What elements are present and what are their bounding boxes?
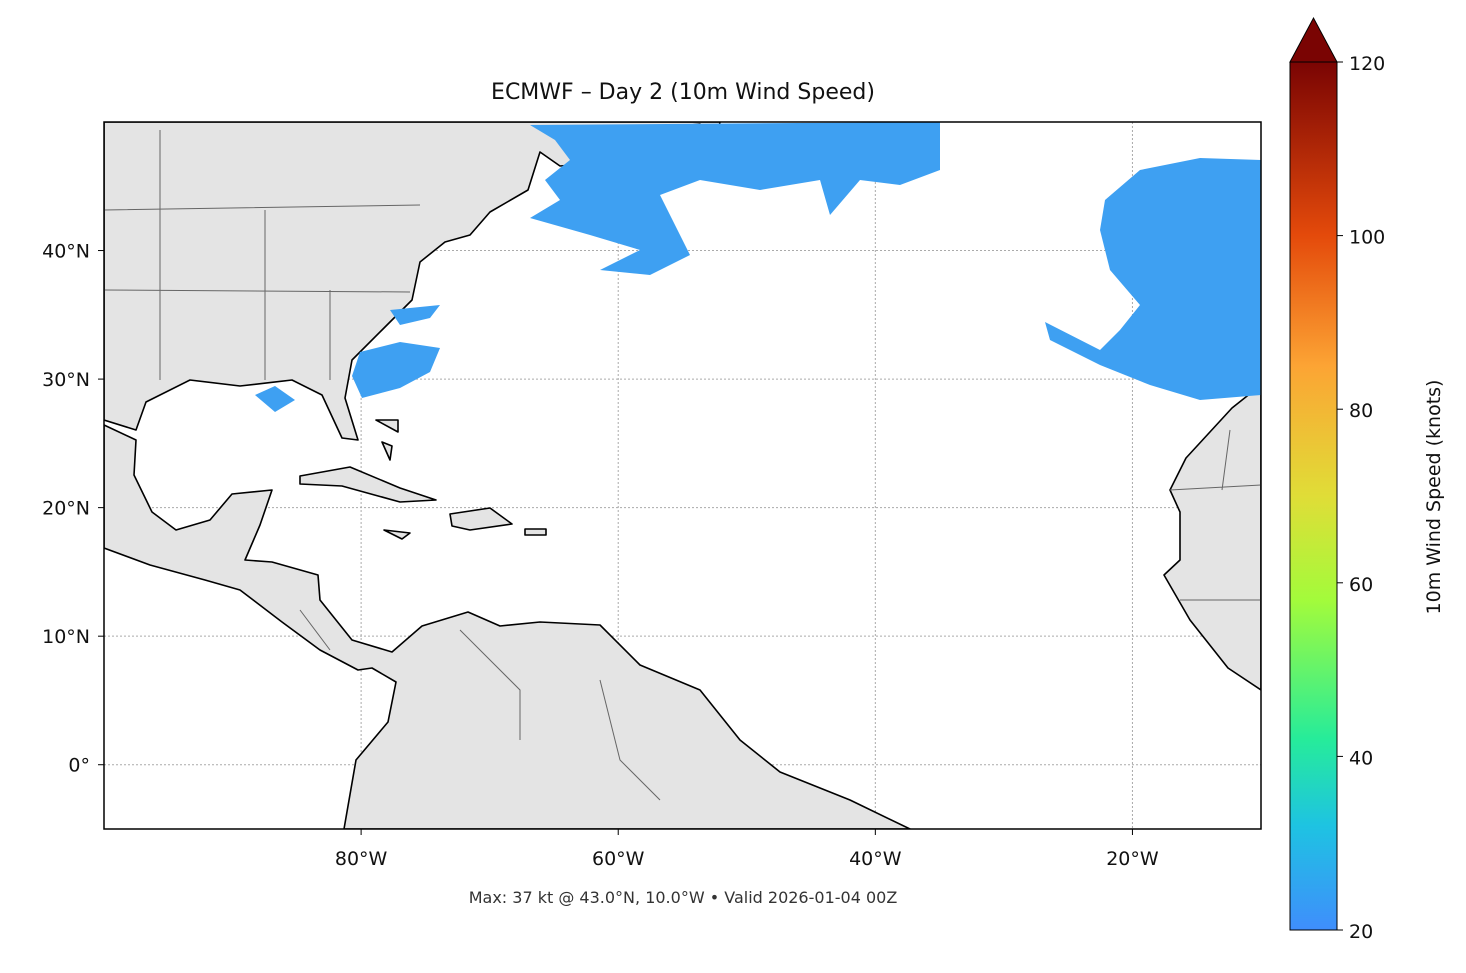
wind-patch bbox=[390, 305, 440, 325]
map-axes: 80°W 60°W 40°W 20°W 0° 10°N 20°N 30°N 40°N bbox=[42, 241, 1159, 870]
x-tick-label: 80°W bbox=[335, 848, 388, 870]
colorbar-tick-label: 80 bbox=[1349, 400, 1373, 422]
wind-field bbox=[255, 122, 1261, 412]
colorbar-tick-label: 60 bbox=[1349, 574, 1373, 596]
y-tick-label: 10°N bbox=[42, 626, 90, 648]
bahamas bbox=[375, 419, 399, 461]
x-tick-label: 60°W bbox=[592, 848, 645, 870]
footer-note: Max: 37 kt @ 43.0°N, 10.0°W • Valid 2026… bbox=[469, 888, 898, 907]
colorbar-tick-label: 100 bbox=[1349, 227, 1385, 249]
x-tick-label: 40°W bbox=[849, 848, 902, 870]
puerto-rico bbox=[524, 528, 547, 536]
colorbar-extend bbox=[1289, 16, 1338, 63]
central-south-america bbox=[104, 424, 911, 829]
wind-patch bbox=[530, 122, 940, 275]
y-tick-label: 30°N bbox=[42, 369, 90, 391]
y-tick-label: 40°N bbox=[42, 241, 90, 263]
hispaniola bbox=[449, 507, 513, 531]
colorbar-label: 10m Wind Speed (knots) bbox=[1423, 380, 1445, 615]
y-tick-label: 20°N bbox=[42, 498, 90, 520]
colorbar-scale bbox=[1289, 61, 1338, 931]
colorbar: 10m Wind Speed (knots) 20 40 60 80 100 120 bbox=[1289, 16, 1445, 943]
colorbar-tick-label: 40 bbox=[1349, 747, 1373, 769]
country-borders bbox=[104, 130, 1261, 801]
wind-patch bbox=[352, 342, 440, 398]
cuba bbox=[299, 466, 437, 503]
map-area bbox=[104, 122, 1261, 829]
x-tick-label: 20°W bbox=[1106, 848, 1159, 870]
africa bbox=[1163, 384, 1261, 691]
wind-patch bbox=[255, 386, 295, 412]
map-frame bbox=[103, 121, 1262, 830]
colorbar-tick-label: 20 bbox=[1349, 921, 1373, 943]
wind-patch bbox=[1045, 158, 1261, 400]
colorbar-tick-label: 120 bbox=[1349, 53, 1385, 75]
map-title: ECMWF – Day 2 (10m Wind Speed) bbox=[491, 80, 875, 105]
jamaica bbox=[383, 529, 411, 540]
y-tick-label: 0° bbox=[68, 755, 90, 777]
